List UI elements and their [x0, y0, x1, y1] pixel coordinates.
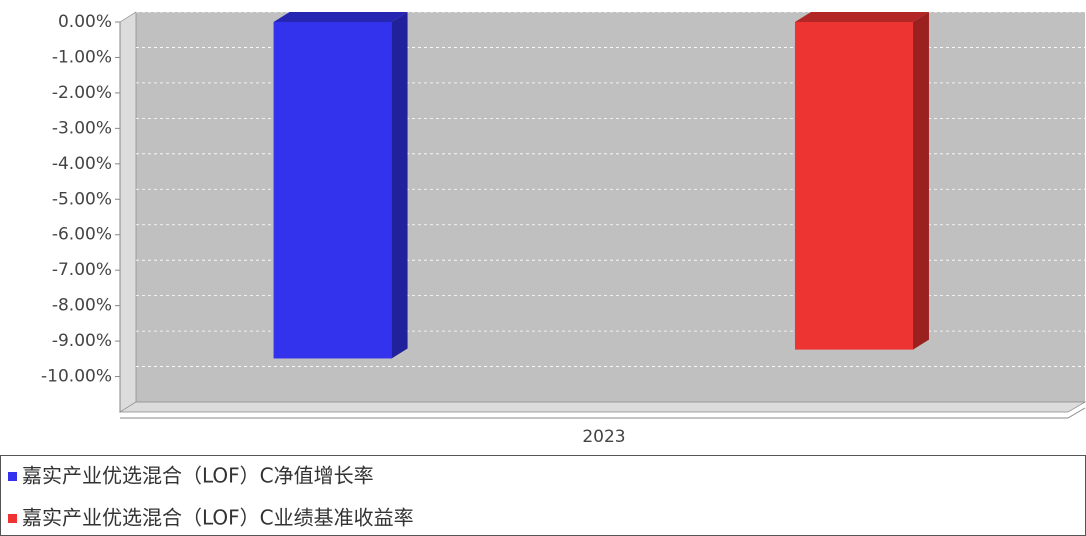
bar-side: [391, 12, 408, 359]
legend-label: 嘉实产业优选混合（LOF）C净值增长率: [22, 464, 374, 488]
floor: [118, 401, 1086, 413]
legend-label: 嘉实产业优选混合（LOF）C业绩基准收益率: [22, 506, 414, 530]
y-tick-label: -3.00%: [52, 118, 112, 138]
y-tick-label: -6.00%: [52, 225, 112, 245]
bar: [794, 22, 913, 350]
y-tick-label: -2.00%: [52, 83, 112, 103]
legend-swatch: [8, 472, 17, 481]
legend-swatch: [8, 514, 17, 523]
y-tick-label: -9.00%: [52, 331, 112, 351]
side-wall: [119, 11, 137, 413]
y-tick-label: -4.00%: [52, 154, 112, 174]
bar-side: [912, 12, 929, 350]
bar-top: [273, 12, 408, 22]
y-tick-label: -10.00%: [41, 367, 112, 387]
x-tick-label: 2023: [582, 427, 625, 447]
y-tick-label: -1.00%: [52, 47, 112, 67]
bar: [273, 22, 392, 359]
y-tick-label: -5.00%: [52, 189, 112, 209]
bar-top: [794, 12, 929, 22]
y-tick-label: -8.00%: [52, 296, 112, 316]
y-tick-label: -7.00%: [52, 260, 112, 280]
x-axis: [1067, 407, 1086, 419]
y-tick-label: 0.00%: [58, 12, 112, 32]
